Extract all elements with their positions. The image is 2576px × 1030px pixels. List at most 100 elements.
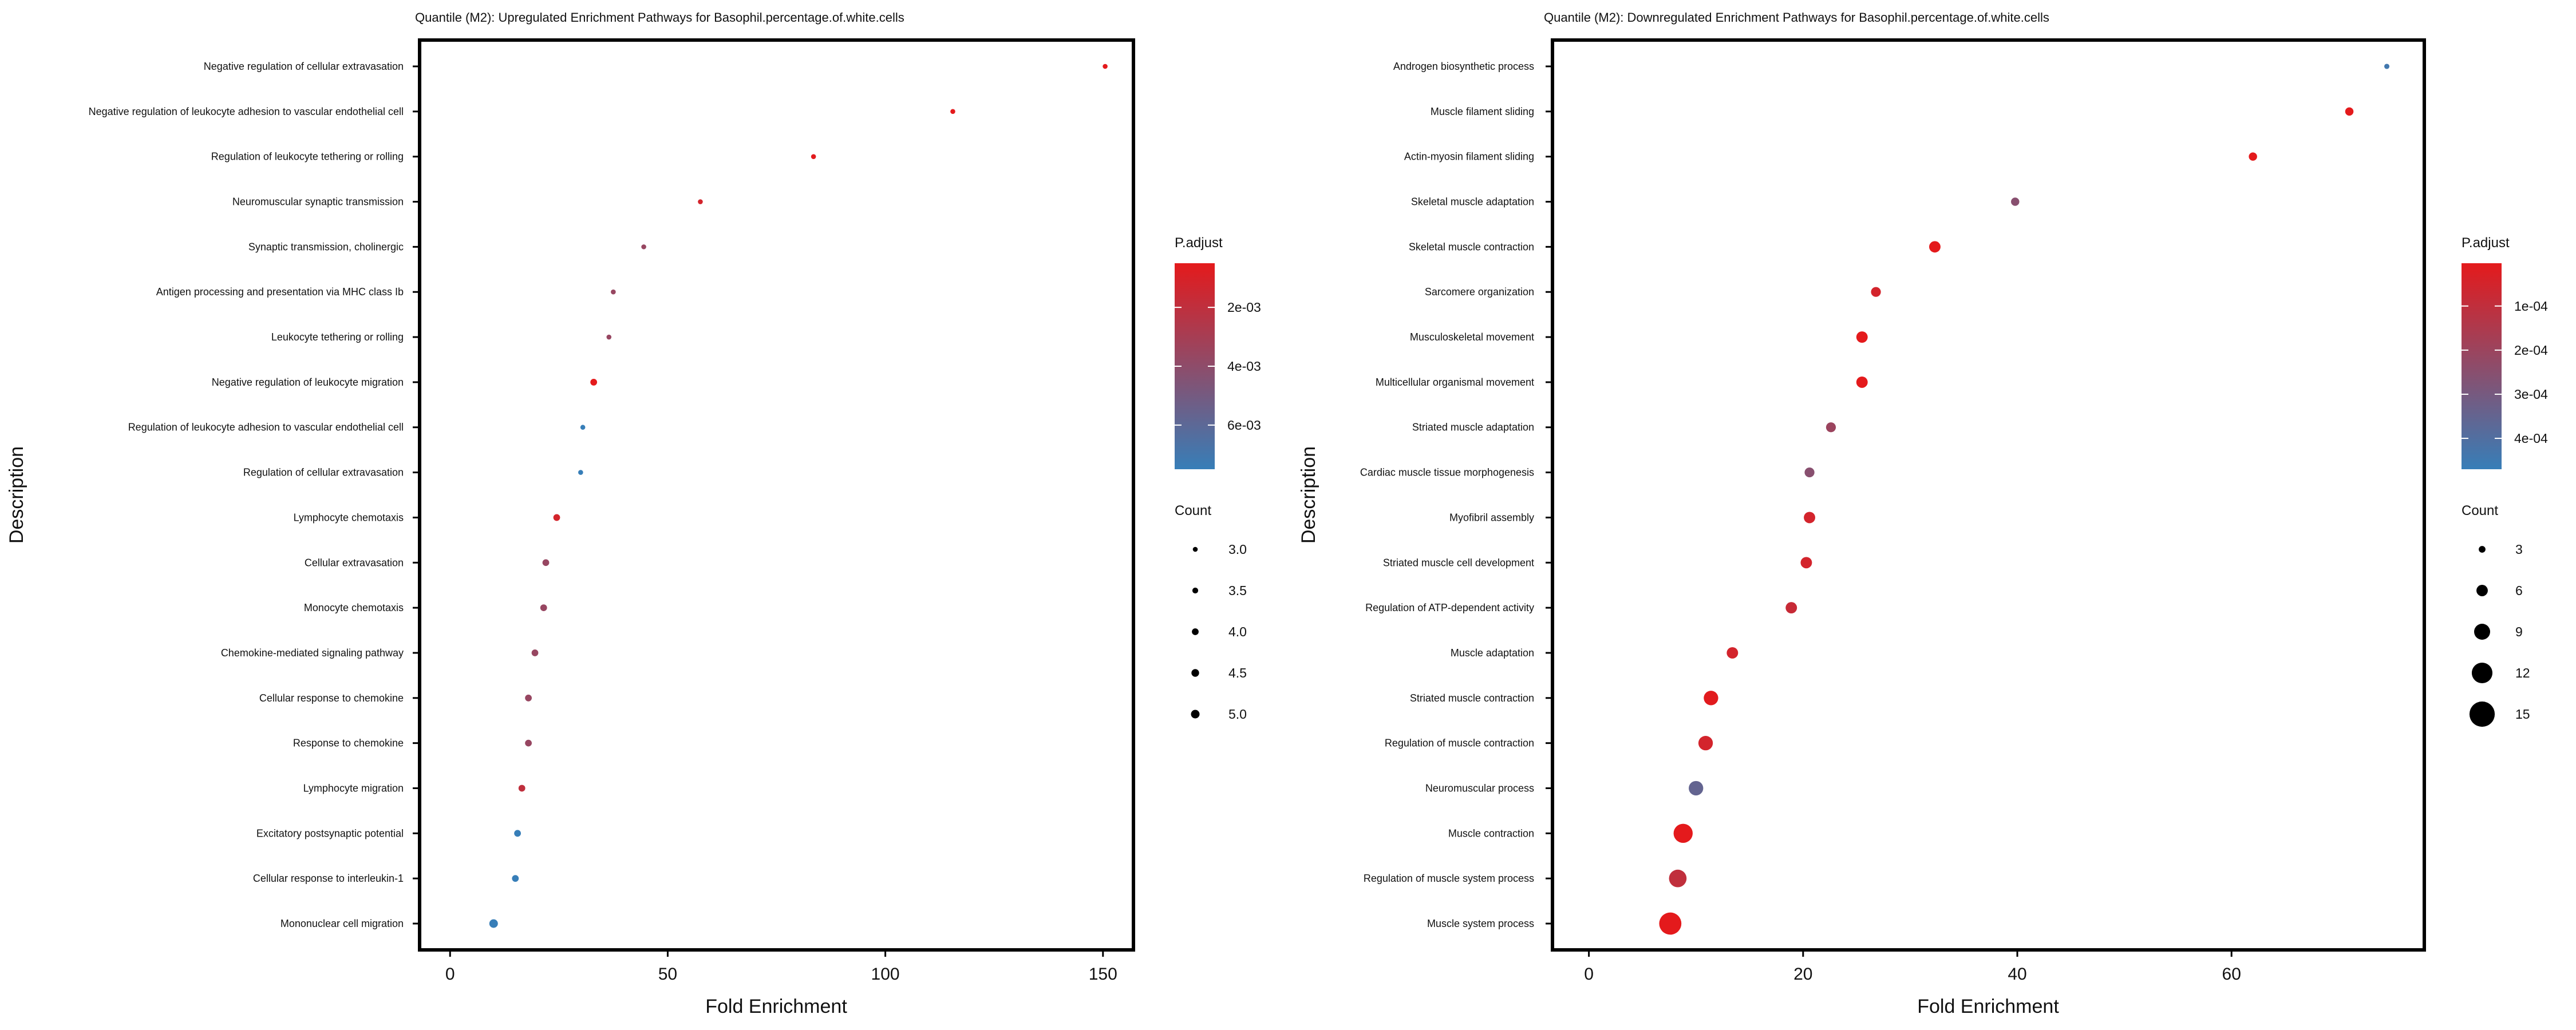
- size-legend-title: Count: [1175, 503, 1211, 518]
- size-legend-label: 3.5: [1228, 583, 1247, 598]
- data-point: [606, 334, 612, 340]
- category-label: Muscle filament sliding: [1431, 106, 1534, 117]
- data-point: [698, 199, 703, 204]
- data-point: [1103, 64, 1108, 69]
- category-label: Striated muscle adaptation: [1412, 422, 1534, 433]
- x-tick-label: 100: [871, 965, 900, 984]
- category-label: Cellular response to chemokine: [259, 692, 404, 704]
- data-point: [590, 378, 598, 386]
- y-axis-title: Description: [1298, 446, 1319, 544]
- color-legend-label: 6e-03: [1227, 418, 1261, 433]
- data-point: [518, 785, 526, 792]
- data-point: [525, 694, 532, 702]
- category-label: Response to chemokine: [293, 738, 404, 749]
- size-legend-point: [2474, 624, 2490, 640]
- color-legend-label: 4e-04: [2514, 431, 2548, 446]
- category-label: Regulation of ATP-dependent activity: [1365, 602, 1534, 613]
- size-legend-label: 4.5: [1228, 665, 1247, 680]
- data-point: [2011, 197, 2020, 206]
- x-tick-label: 60: [2222, 965, 2241, 984]
- data-point: [1804, 512, 1815, 524]
- category-label: Regulation of muscle contraction: [1385, 738, 1534, 749]
- data-point: [2345, 107, 2354, 116]
- data-point: [525, 739, 532, 747]
- category-label: Negative regulation of leukocyte adhesio…: [89, 106, 404, 117]
- data-point: [1929, 241, 1941, 253]
- category-label: Mononuclear cell migration: [280, 918, 404, 929]
- plot-frame: [1551, 38, 2426, 952]
- x-tick-label: 40: [2008, 965, 2026, 984]
- data-point: [1704, 691, 1718, 706]
- size-legend-label: 12: [2515, 665, 2530, 680]
- size-legend-label: 3: [2515, 542, 2523, 557]
- data-point: [1804, 467, 1815, 478]
- color-legend-label: 2e-04: [2514, 343, 2548, 358]
- size-legend-point: [2476, 585, 2488, 596]
- data-point: [1856, 331, 1868, 343]
- data-point: [2249, 152, 2257, 161]
- size-legend-point: [2479, 546, 2486, 553]
- data-point: [611, 289, 616, 295]
- chart-title: Quantile (M2): Upregulated Enrichment Pa…: [415, 10, 904, 25]
- category-label: Neuromuscular synaptic transmission: [232, 196, 404, 208]
- size-legend-label: 3.0: [1228, 542, 1247, 557]
- category-label: Lymphocyte migration: [303, 782, 404, 794]
- size-legend-point: [1192, 587, 1199, 594]
- category-label: Muscle system process: [1427, 918, 1534, 929]
- size-legend-label: 4.0: [1228, 624, 1247, 639]
- category-label: Cellular extravasation: [305, 557, 404, 568]
- category-label: Striated muscle contraction: [1410, 692, 1534, 704]
- category-label: Chemokine-mediated signaling pathway: [221, 647, 404, 659]
- data-point: [540, 604, 547, 612]
- size-legend-point: [2469, 701, 2495, 727]
- category-label: Monocyte chemotaxis: [304, 602, 404, 613]
- data-point: [542, 559, 550, 566]
- category-label: Regulation of leukocyte tethering or rol…: [211, 151, 404, 163]
- category-label: Actin-myosin filament sliding: [1404, 151, 1534, 163]
- data-point: [512, 875, 519, 882]
- data-point: [2384, 64, 2390, 69]
- category-label: Regulation of muscle system process: [1364, 873, 1534, 884]
- category-label: Lymphocyte chemotaxis: [294, 512, 404, 523]
- color-legend-label: 4e-03: [1227, 359, 1261, 374]
- data-point: [641, 244, 646, 249]
- data-point: [950, 109, 955, 114]
- data-point: [489, 919, 498, 928]
- category-label: Leukocyte tethering or rolling: [271, 331, 404, 343]
- x-tick-label: 0: [1584, 965, 1594, 984]
- data-point: [578, 470, 583, 475]
- color-legend-title: P.adjust: [2462, 235, 2510, 251]
- color-legend-label: 3e-04: [2514, 387, 2548, 402]
- category-label: Excitatory postsynaptic potential: [256, 827, 404, 839]
- data-point: [1785, 602, 1797, 614]
- upregulated-panel: Quantile (M2): Upregulated Enrichment Pa…: [6, 10, 1261, 1017]
- data-point: [1800, 557, 1812, 569]
- category-label: Muscle adaptation: [1451, 647, 1534, 659]
- category-label: Neuromuscular process: [1425, 782, 1534, 794]
- data-point: [1669, 869, 1687, 888]
- category-label: Regulation of leukocyte adhesion to vasc…: [128, 422, 404, 433]
- size-legend-label: 9: [2515, 624, 2523, 639]
- data-point: [514, 830, 521, 837]
- x-axis-title: Fold Enrichment: [1917, 996, 2059, 1017]
- category-label: Negative regulation of cellular extravas…: [204, 61, 404, 72]
- size-legend-point: [1191, 669, 1199, 677]
- size-legend-label: 15: [2515, 707, 2530, 722]
- color-legend-label: 2e-03: [1227, 300, 1261, 315]
- data-point: [1871, 287, 1881, 297]
- size-legend-point: [1192, 628, 1199, 635]
- category-label: Skeletal muscle contraction: [1409, 241, 1534, 252]
- data-point: [553, 514, 560, 521]
- chart-title: Quantile (M2): Downregulated Enrichment …: [1544, 10, 2049, 25]
- category-label: Regulation of cellular extravasation: [243, 467, 404, 478]
- category-label: Synaptic transmission, cholinergic: [248, 241, 404, 252]
- data-point: [1673, 823, 1693, 843]
- color-legend-label: 1e-04: [2514, 299, 2548, 314]
- downregulated-panel: Quantile (M2): Downregulated Enrichment …: [1298, 10, 2548, 1017]
- x-tick-label: 50: [658, 965, 677, 984]
- x-tick-label: 0: [445, 965, 455, 984]
- color-bar: [2462, 263, 2502, 469]
- category-label: Cellular response to interleukin-1: [253, 873, 404, 884]
